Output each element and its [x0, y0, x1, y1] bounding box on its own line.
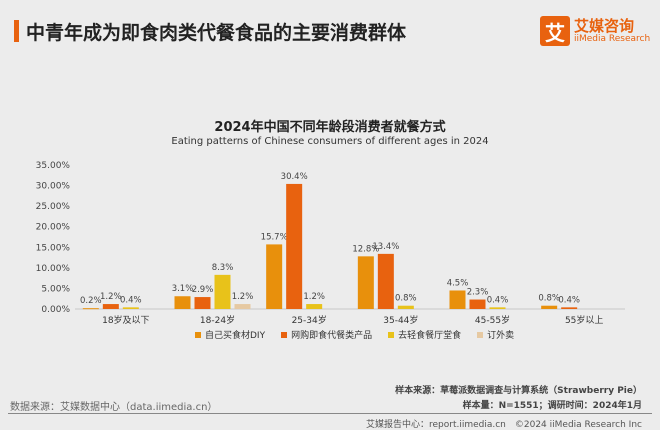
x-tick-label: 25-34岁 [292, 314, 327, 326]
legend-swatch [388, 332, 395, 338]
title-accent [14, 20, 19, 42]
bar [266, 244, 283, 309]
legend-item: 去轻食餐厅堂食 [388, 328, 461, 341]
bar [377, 253, 394, 309]
x-tick-label: 55岁以上 [565, 314, 603, 326]
data-label: 1.2% [303, 292, 325, 302]
x-tick-label: 45-55岁 [475, 314, 510, 326]
sample-source: 样本来源：草莓派数据调查与计算系统（Strawberry Pie） [395, 386, 642, 396]
bar [82, 308, 99, 310]
bar [122, 307, 139, 309]
y-tick-label: 30.00% [36, 182, 71, 192]
legend-swatch [195, 332, 201, 338]
y-tick-label: 0.00% [41, 305, 70, 315]
divider [8, 413, 652, 414]
data-label: 2.3% [467, 288, 489, 298]
x-tick-label: 18岁及以下 [102, 314, 149, 326]
chart-title: 2024年中国不同年龄段消费者就餐方式 [214, 120, 446, 135]
legend-item: 订外卖 [477, 328, 514, 341]
bar [357, 256, 374, 309]
data-label: 12.8% [352, 244, 379, 254]
x-tick-label: 35-44岁 [383, 314, 418, 326]
data-label: 0.4% [120, 295, 142, 305]
bar [449, 290, 466, 309]
y-tick-label: 20.00% [36, 223, 71, 233]
logo: 艾 艾媒咨询 iiMedia Research [540, 16, 650, 46]
logo-en: iiMedia Research [574, 34, 651, 44]
bar [234, 304, 251, 309]
legend: 自己买食材DIY 网购即食代餐类产品 去轻食餐厅堂食 订外卖 [195, 328, 514, 341]
legend-item: 网购即食代餐类产品 [281, 328, 372, 341]
legend-label: 订外卖 [487, 331, 515, 341]
data-label: 0.2% [80, 296, 102, 306]
legend-label: 去轻食餐厅堂食 [398, 331, 462, 341]
page-title: 中青年成为即食肉类代餐食品的主要消费群体 [26, 22, 407, 44]
chart-subtitle: Eating patterns of Chinese consumers of … [171, 136, 489, 147]
sample-info: 样本量：N=1551；调研时间：2024年1月 [462, 401, 642, 411]
data-label: 8.3% [212, 263, 234, 273]
y-tick-label: 15.00% [36, 243, 71, 253]
y-tick-label: 10.00% [36, 264, 71, 274]
bar [561, 307, 578, 309]
bar [174, 296, 191, 309]
report-footer: 艾媒报告中心：report.iimedia.cn ©2024 iiMedia R… [365, 420, 642, 430]
data-label: 2.9% [192, 285, 214, 295]
bar [306, 304, 323, 309]
data-label: 3.1% [172, 284, 194, 294]
data-label: 30.4% [281, 172, 308, 182]
y-tick-label: 35.00% [36, 161, 71, 171]
legend-item: 自己买食材DIY [195, 328, 265, 341]
legend-label: 网购即食代餐类产品 [291, 331, 373, 341]
data-label: 4.5% [447, 278, 469, 288]
data-label: 0.8% [395, 294, 417, 304]
bar [214, 274, 231, 309]
data-label: 1.2% [100, 292, 122, 302]
x-tick-label: 18-24岁 [200, 314, 235, 326]
data-label: 0.8% [538, 294, 560, 304]
bar [541, 305, 558, 309]
logo-cn: 艾媒咨询 [574, 17, 635, 35]
legend-swatch [477, 332, 484, 338]
data-source: 数据来源：艾媒数据中心（data.iimedia.cn） [10, 402, 218, 413]
bar [469, 299, 486, 309]
y-tick-label: 5.00% [41, 284, 70, 294]
logo-mark: 艾 [540, 16, 570, 46]
bar [194, 297, 211, 309]
data-label: 1.2% [232, 292, 254, 302]
y-tick-label: 25.00% [36, 202, 71, 212]
bar [286, 183, 303, 309]
bar [397, 305, 414, 309]
legend-label: 自己买食材DIY [205, 331, 266, 341]
bar [489, 307, 506, 309]
legend-swatch [281, 332, 288, 338]
bar [102, 304, 119, 309]
data-label: 13.4% [372, 242, 399, 252]
data-label: 0.4% [558, 295, 580, 305]
data-label: 0.4% [487, 295, 509, 305]
data-label: 15.7% [261, 232, 288, 242]
